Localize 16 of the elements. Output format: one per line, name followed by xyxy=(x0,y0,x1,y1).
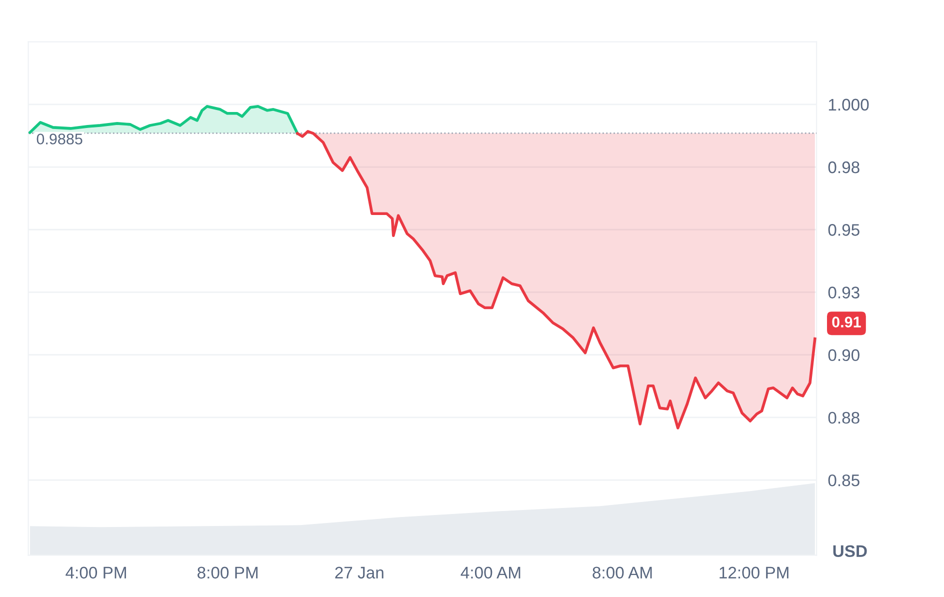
x-tick-label: 4:00 AM xyxy=(460,566,520,579)
y-tick-label: 0.98 xyxy=(828,161,860,174)
ref-line-label: 0.9885 xyxy=(36,134,82,144)
y-tick-label: 0.90 xyxy=(828,349,860,362)
y-tick-label: 0.85 xyxy=(828,474,860,486)
x-tick-label: 12:00 PM xyxy=(720,566,788,579)
x-tick-label: 8:00 AM xyxy=(592,566,652,579)
x-tick-label: 27 Jan xyxy=(335,566,384,579)
x-tick-label: 4:00 PM xyxy=(66,566,126,579)
y-tick-label: 0.93 xyxy=(828,286,860,298)
y-axis-title: USD xyxy=(833,545,867,558)
y-tick-label: 0.95 xyxy=(828,224,860,236)
y-tick-label: 0.88 xyxy=(828,412,860,424)
y-tick-label: 1.000 xyxy=(828,98,869,111)
annotation: 0.91 xyxy=(832,316,861,328)
x-tick-label: 8:00 PM xyxy=(198,566,258,579)
